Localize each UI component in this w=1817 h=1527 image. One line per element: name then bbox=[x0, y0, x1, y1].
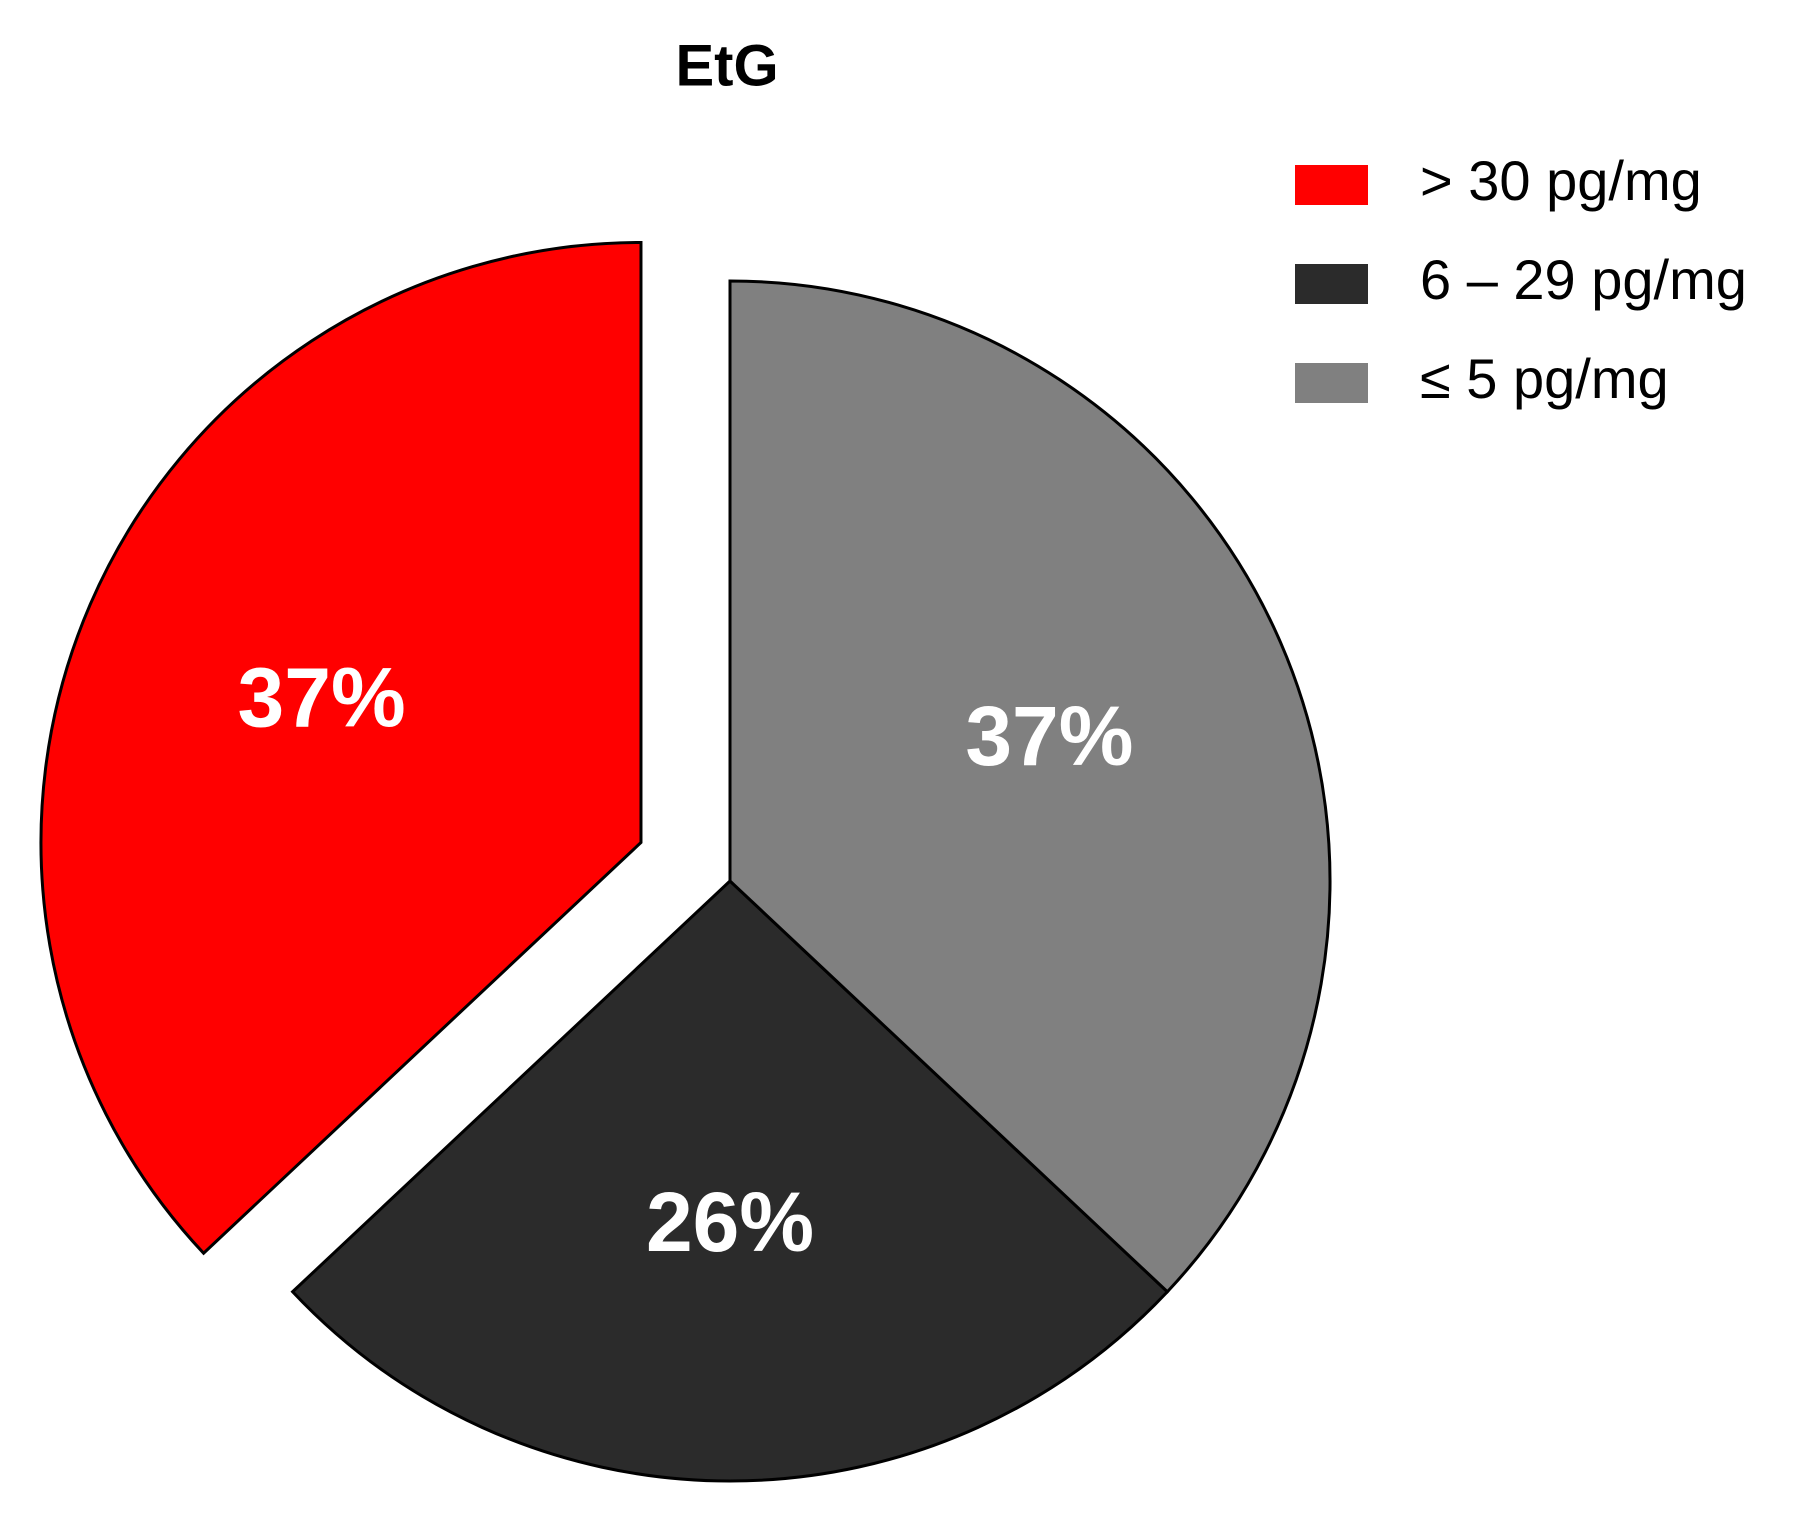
data-label: 37% bbox=[965, 689, 1133, 783]
data-label: 26% bbox=[646, 1175, 814, 1269]
data-label: 37% bbox=[238, 650, 406, 744]
chart-title: EtG bbox=[675, 33, 778, 98]
pie-slice bbox=[728, 279, 1332, 1294]
pie-slice bbox=[39, 240, 643, 1256]
legend-label: 6 – 29 pg/mg bbox=[1420, 248, 1747, 311]
legend-swatch bbox=[1295, 264, 1368, 304]
pie-slice bbox=[290, 878, 1170, 1483]
legend-swatch bbox=[1295, 363, 1368, 403]
legend-swatch bbox=[1295, 165, 1368, 205]
legend-label: ≤ 5 pg/mg bbox=[1420, 347, 1669, 410]
legend-label: > 30 pg/mg bbox=[1420, 149, 1702, 212]
